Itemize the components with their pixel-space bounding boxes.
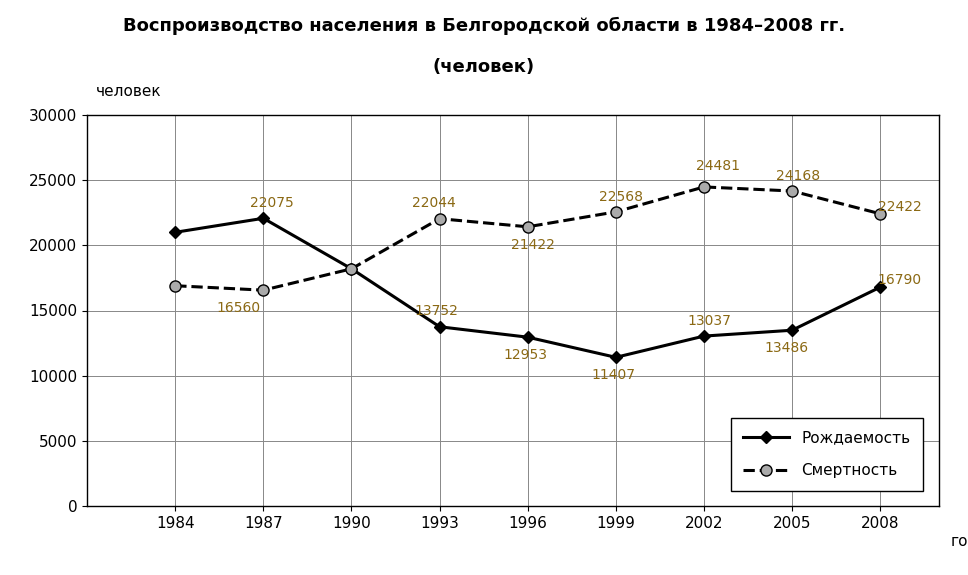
- Legend: Рождаемость, Смертность: Рождаемость, Смертность: [731, 418, 923, 490]
- Text: 24168: 24168: [775, 168, 820, 183]
- Смертность: [610, 208, 621, 215]
- Смертность: [257, 287, 269, 294]
- Рождаемость: [169, 229, 181, 236]
- Text: 13486: 13486: [765, 341, 808, 355]
- Text: 16560: 16560: [216, 301, 260, 315]
- X-axis label: год: год: [951, 534, 968, 549]
- Text: Воспроизводство населения в Белгородской области в 1984–2008 гг.: Воспроизводство населения в Белгородской…: [123, 17, 845, 36]
- Text: 12953: 12953: [503, 348, 547, 362]
- Text: 13752: 13752: [415, 304, 459, 319]
- Смертность: [698, 183, 710, 190]
- Рождаемость: [346, 265, 357, 272]
- Смертность: [169, 282, 181, 289]
- Line: Рождаемость: Рождаемость: [171, 214, 885, 362]
- Рождаемость: [786, 327, 798, 334]
- Text: 22422: 22422: [878, 200, 922, 214]
- Text: 21422: 21422: [511, 238, 556, 252]
- Смертность: [786, 187, 798, 194]
- Рождаемость: [874, 283, 886, 290]
- Text: человек: человек: [96, 85, 162, 99]
- Смертность: [874, 210, 886, 217]
- Text: 11407: 11407: [591, 369, 635, 382]
- Рождаемость: [698, 332, 710, 339]
- Рождаемость: [434, 323, 445, 330]
- Рождаемость: [610, 354, 621, 361]
- Смертность: [522, 223, 533, 230]
- Text: 22075: 22075: [250, 196, 293, 210]
- Смертность: [346, 265, 357, 272]
- Рождаемость: [522, 334, 533, 340]
- Text: 16790: 16790: [878, 273, 922, 287]
- Text: 13037: 13037: [687, 314, 732, 328]
- Text: 22044: 22044: [412, 196, 456, 210]
- Text: 24481: 24481: [696, 159, 740, 173]
- Text: (человек): (человек): [433, 58, 535, 75]
- Рождаемость: [257, 215, 269, 222]
- Line: Смертность: Смертность: [169, 181, 886, 296]
- Text: 22568: 22568: [599, 190, 644, 204]
- Смертность: [434, 215, 445, 222]
